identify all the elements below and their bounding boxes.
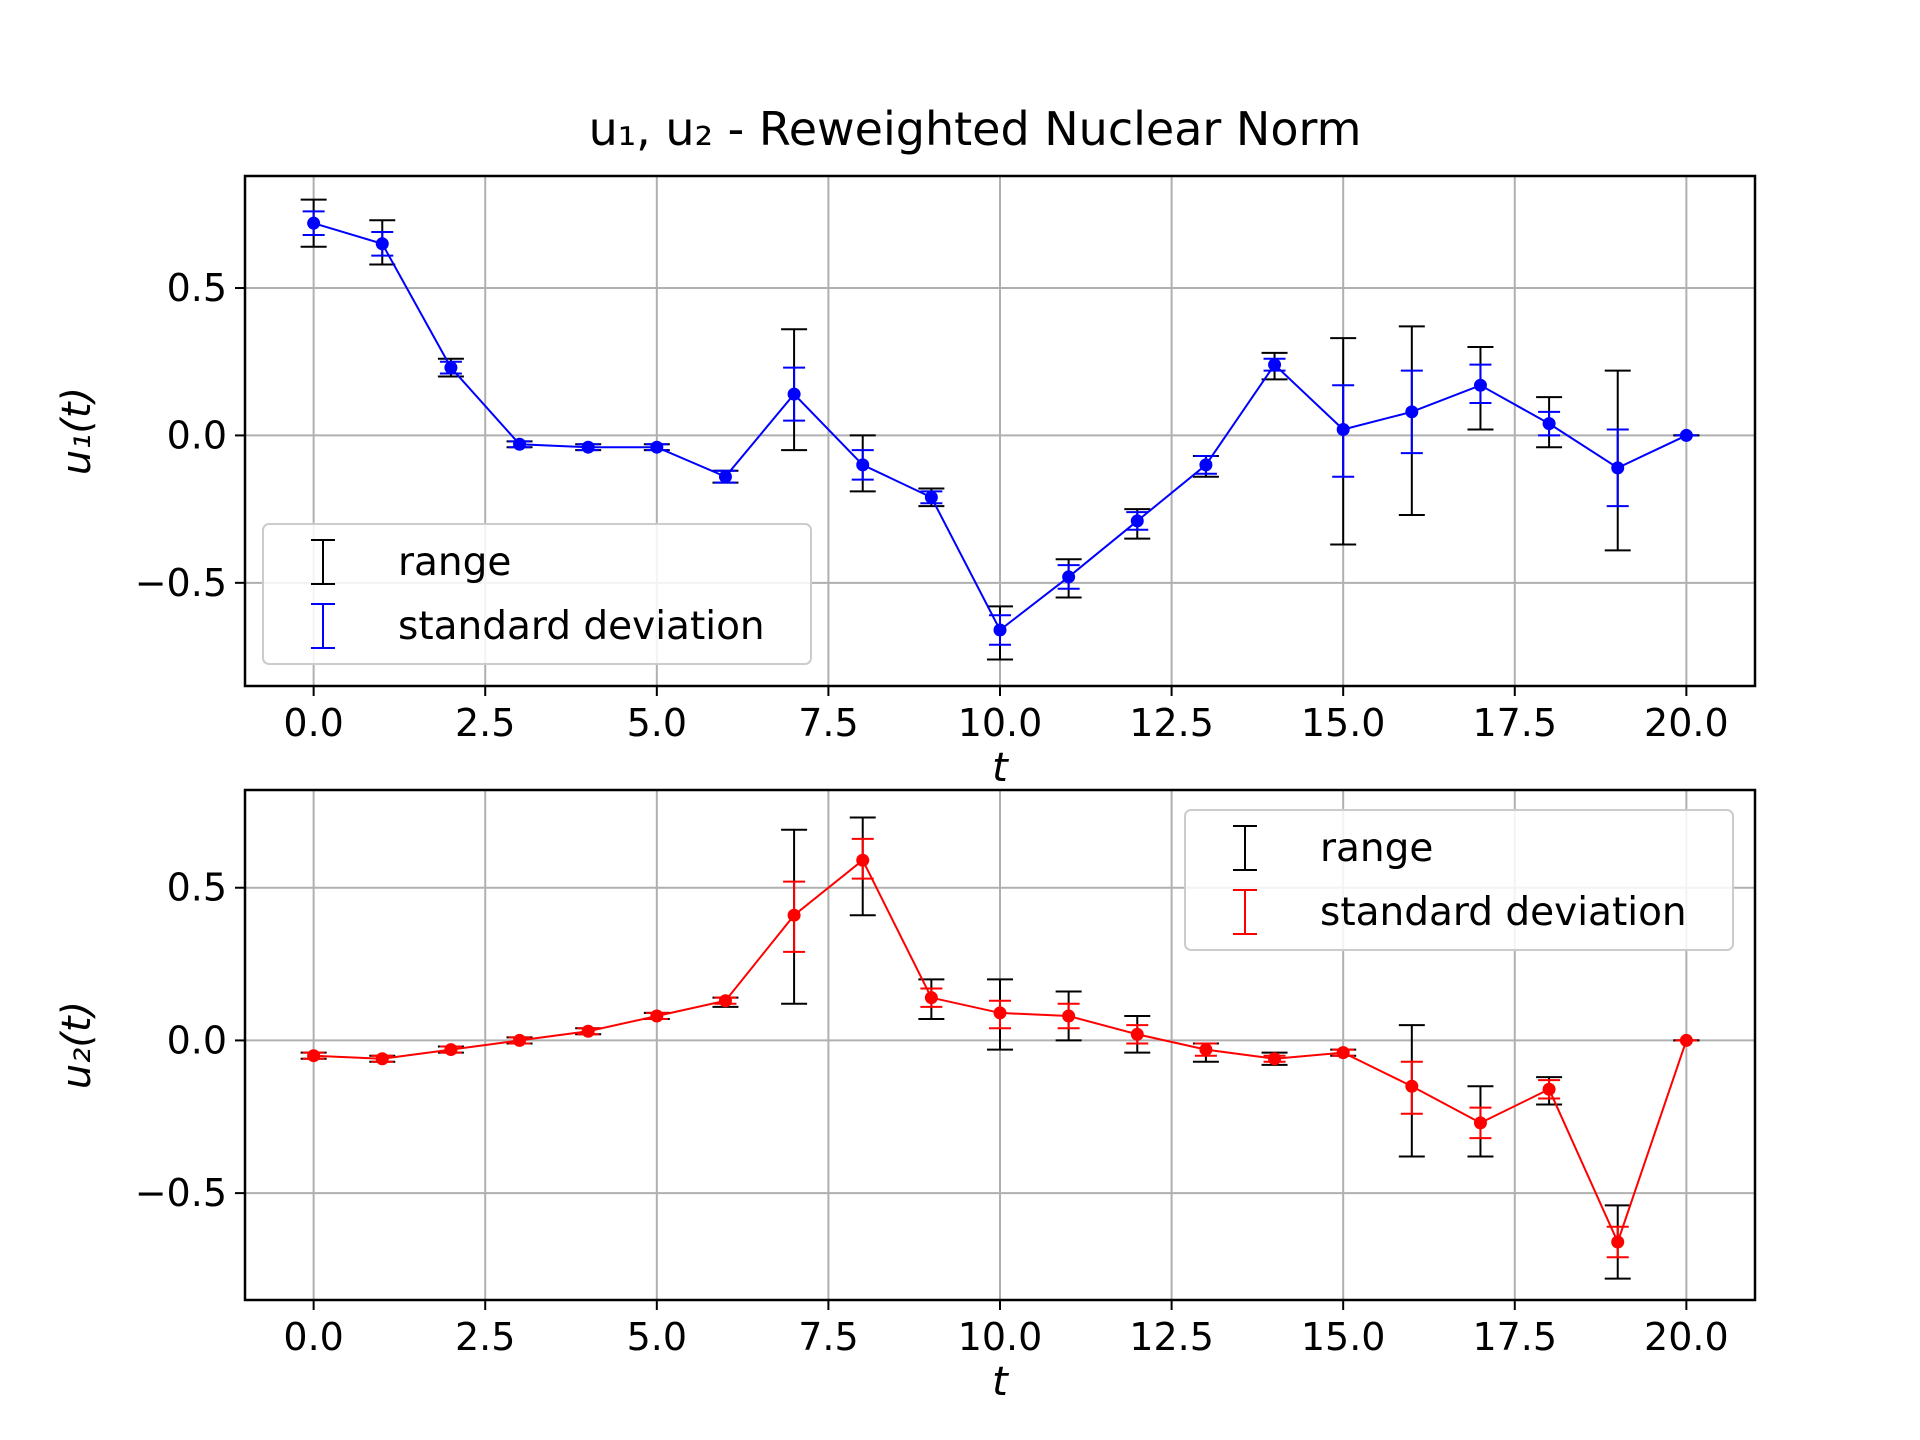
x-tick-label: 5.0 bbox=[627, 1315, 687, 1359]
axes-frame bbox=[243, 788, 1757, 1302]
data-point bbox=[993, 623, 1007, 637]
data-point bbox=[307, 1049, 321, 1063]
legend: range standard deviation bbox=[262, 523, 812, 665]
data-point bbox=[513, 1033, 527, 1047]
y-tick-label: −0.5 bbox=[135, 561, 227, 605]
legend-box bbox=[262, 523, 812, 665]
y-tick-label: 0.5 bbox=[167, 866, 227, 910]
subplot-u2: 0.0 2.5 5.0 7.5 10.0 12.5 15.0 17.5 20.0 −0.5 0.0 0… bbox=[54, 788, 1757, 1405]
data-point bbox=[787, 387, 801, 401]
data-point bbox=[375, 237, 389, 251]
data-point bbox=[444, 1043, 458, 1057]
x-tick-label: 7.5 bbox=[798, 701, 858, 745]
data-point bbox=[1336, 1046, 1350, 1060]
data-point bbox=[718, 470, 732, 484]
data-point bbox=[1268, 358, 1282, 372]
x-tick-label: 20.0 bbox=[1644, 701, 1729, 745]
x-tick-label: 7.5 bbox=[798, 1315, 858, 1359]
data-point bbox=[1336, 423, 1350, 437]
legend-label: standard deviation bbox=[398, 604, 765, 649]
data-point bbox=[581, 1024, 595, 1038]
data-point bbox=[1679, 1033, 1693, 1047]
y-axis-label: u₂(t) bbox=[54, 1001, 100, 1089]
data-point bbox=[513, 437, 527, 451]
x-tick-label: 0.0 bbox=[283, 1315, 343, 1359]
data-point bbox=[1199, 458, 1213, 472]
data-point bbox=[1199, 1043, 1213, 1057]
legend-entry: standard deviation bbox=[1233, 889, 1687, 935]
data-point bbox=[1473, 1116, 1487, 1130]
data-point bbox=[375, 1052, 389, 1066]
data-point bbox=[856, 853, 870, 867]
data-point bbox=[993, 1006, 1007, 1020]
data-point bbox=[1542, 1082, 1556, 1096]
y-tick-label: −0.5 bbox=[135, 1171, 227, 1215]
data-point bbox=[1405, 405, 1419, 419]
legend-entry: standard deviation bbox=[311, 603, 765, 649]
data-point bbox=[924, 490, 938, 504]
data-point bbox=[1062, 1009, 1076, 1023]
data-point bbox=[856, 458, 870, 472]
data-point bbox=[1405, 1079, 1419, 1093]
data-point bbox=[650, 1009, 664, 1023]
legend-box bbox=[1184, 809, 1734, 951]
data-point bbox=[650, 440, 664, 454]
x-tick-label: 12.5 bbox=[1129, 701, 1214, 745]
y-tick-label: 0.5 bbox=[167, 266, 227, 310]
y-tick-label: 0.0 bbox=[167, 413, 227, 457]
data-point bbox=[1062, 570, 1076, 584]
legend-label: range bbox=[398, 540, 511, 585]
data-point bbox=[1473, 378, 1487, 392]
x-axis-label: t bbox=[992, 1359, 1009, 1405]
data-point bbox=[1679, 428, 1693, 442]
data-point bbox=[1611, 461, 1625, 475]
x-tick-label: 5.0 bbox=[627, 701, 687, 745]
data-point bbox=[1542, 417, 1556, 431]
legend-label: standard deviation bbox=[1320, 890, 1687, 935]
x-tick-label: 20.0 bbox=[1644, 1315, 1729, 1359]
data-point bbox=[1130, 1027, 1144, 1041]
y-axis-label: u₁(t) bbox=[54, 387, 100, 475]
legend: range standard deviation bbox=[1184, 809, 1734, 951]
x-axis-label: t bbox=[992, 745, 1009, 791]
subplot-u1: 0.0 2.5 5.0 7.5 10.0 12.5 15.0 17.5 20.0 −0.5 0.0 0… bbox=[54, 174, 1757, 791]
data-point bbox=[1130, 514, 1144, 528]
y-tick-label: 0.0 bbox=[167, 1018, 227, 1062]
x-tick-label: 0.0 bbox=[283, 701, 343, 745]
legend-label: range bbox=[1320, 826, 1433, 871]
data-point bbox=[924, 991, 938, 1005]
x-tick-label: 10.0 bbox=[958, 701, 1043, 745]
legend-entry: range bbox=[311, 539, 511, 585]
x-tick-label: 17.5 bbox=[1472, 701, 1557, 745]
x-tick-label: 2.5 bbox=[455, 701, 515, 745]
x-tick-label: 2.5 bbox=[455, 1315, 515, 1359]
x-tick-label: 10.0 bbox=[958, 1315, 1043, 1359]
chart-title: u₁, u₂ - Reweighted Nuclear Norm bbox=[589, 102, 1362, 156]
data-point bbox=[1268, 1052, 1282, 1066]
x-tick-label: 17.5 bbox=[1472, 1315, 1557, 1359]
data-point bbox=[444, 361, 458, 375]
data-point bbox=[718, 994, 732, 1008]
x-tick-label: 15.0 bbox=[1301, 701, 1386, 745]
data-point bbox=[581, 440, 595, 454]
legend-entry: range bbox=[1233, 825, 1433, 871]
x-tick-label: 15.0 bbox=[1301, 1315, 1386, 1359]
data-point bbox=[787, 908, 801, 922]
data-point bbox=[307, 216, 321, 230]
x-tick-label: 12.5 bbox=[1129, 1315, 1214, 1359]
axes-frame bbox=[243, 174, 1757, 688]
data-point bbox=[1611, 1235, 1625, 1249]
